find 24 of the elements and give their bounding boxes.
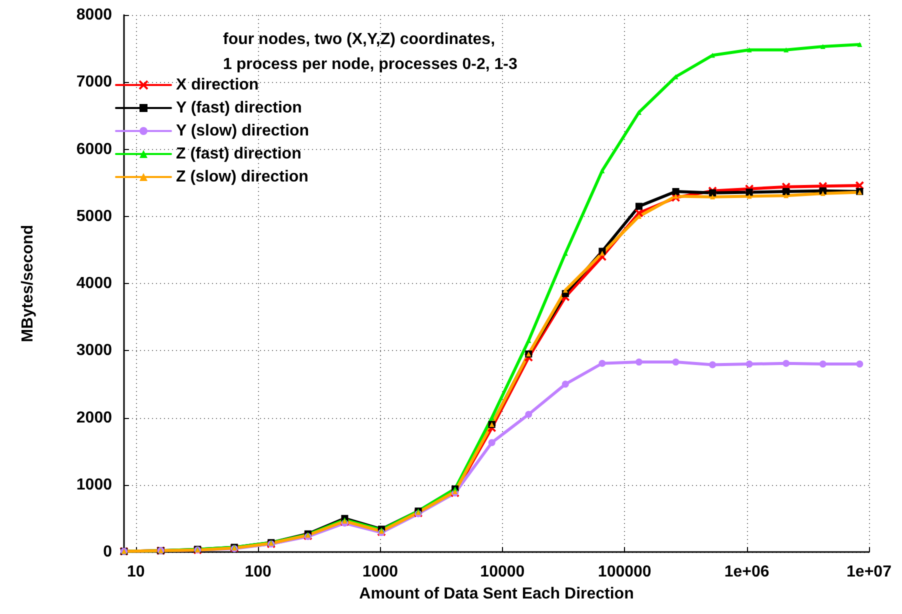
x-tick-label: 10 [126, 564, 145, 580]
x-tick-label: 1e+07 [846, 564, 892, 580]
y-tick-label: 3000 [76, 342, 112, 360]
legend-label: Y (fast) direction [176, 100, 302, 116]
x-tick-label: 1e+06 [724, 564, 770, 580]
x-tick-label: 100 [244, 564, 272, 580]
y-tick-label: 5000 [76, 208, 112, 225]
x-tick-label: 100000 [598, 564, 652, 580]
y-axis-title: MBytes/second [20, 224, 36, 342]
legend-label: Z (fast) direction [176, 146, 302, 162]
legend-label: X direction [176, 76, 259, 94]
y-tick-label: 7000 [76, 74, 112, 91]
x-axis-title: Amount of Data Sent Each Direction [359, 586, 634, 602]
x-tick-label: 1000 [362, 564, 398, 580]
legend-label: Y (slow) direction [176, 122, 310, 140]
y-tick-label: 6000 [76, 140, 112, 158]
x-tick-label: 10000 [480, 564, 525, 580]
y-tick-label: 4000 [76, 275, 112, 292]
legend-label: Z (slow) direction [176, 168, 308, 186]
text: four nodes, two (X,Y,Z) coordinates, 1 process per node, processes 0-2, 1-3 [223, 31, 518, 73]
y-tick-label: 1000 [76, 476, 112, 494]
y-tick-label: 0 [103, 544, 112, 560]
y-tick-label: 2000 [76, 409, 112, 426]
y-tick-label: 8000 [76, 6, 112, 24]
